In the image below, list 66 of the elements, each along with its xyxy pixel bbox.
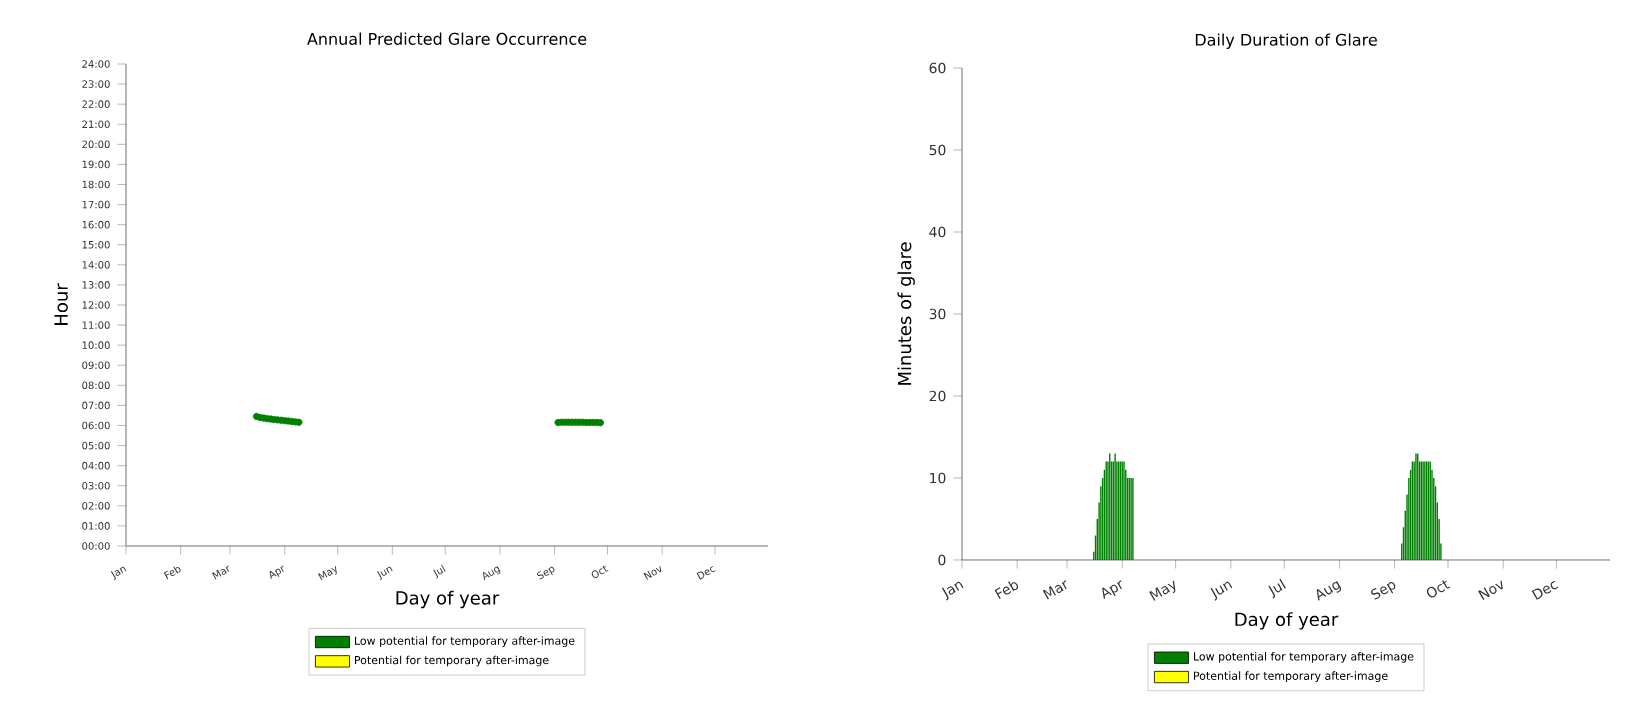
- y-tick-label: 40: [929, 226, 946, 238]
- y-tick-label: 01:00: [82, 522, 110, 530]
- y-tick-label: 20: [929, 390, 946, 402]
- y-tick-label: 03:00: [82, 481, 110, 490]
- y-tick-label: 12:00: [82, 301, 110, 309]
- x-tick-label: Jul: [433, 564, 446, 579]
- x-tick-label: Dec: [696, 566, 716, 580]
- x-tick-label: Mar: [1042, 580, 1067, 600]
- y-tick-label: 08:00: [82, 381, 110, 390]
- x-tick-label: Jun: [377, 566, 393, 581]
- y-tick-label: 50: [929, 144, 946, 156]
- y-tick-label: 02:00: [82, 502, 110, 510]
- legend-label: Low potential for temporary after-image: [355, 636, 575, 647]
- y-tick-label: 15:00: [82, 240, 110, 249]
- y-tick-label: 06:00: [82, 421, 110, 430]
- y-tick-label: 21:00: [82, 120, 110, 129]
- x-tick-label: Apr: [269, 565, 284, 580]
- y-tick-label: 19:00: [82, 160, 110, 169]
- y-tick-label: 05:00: [82, 441, 110, 450]
- y-tick-label: 13:00: [82, 281, 110, 289]
- y-tick-label: 60: [929, 62, 946, 74]
- x-tick-label: May: [318, 565, 337, 581]
- x-tick-label: Feb: [994, 581, 1019, 600]
- x-axis-title: Day of year: [396, 590, 500, 609]
- y-tick-label: 04:00: [82, 461, 110, 470]
- x-tick-label: Sep: [537, 566, 555, 580]
- x-tick-label: May: [1149, 580, 1176, 601]
- chart-title: Annual Predicted Glare Occurrence: [307, 32, 587, 45]
- x-tick-label: Nov: [1478, 580, 1503, 600]
- y-tick-label: 00:00: [82, 542, 110, 550]
- y-tick-label: 16:00: [82, 220, 110, 229]
- y-tick-label: 18:00: [82, 180, 110, 189]
- y-tick-label: 07:00: [82, 401, 110, 410]
- y-axis-title: Minutes of glare: [897, 242, 915, 385]
- y-tick-label: 22:00: [82, 100, 110, 108]
- y-tick-label: 14:00: [82, 261, 110, 269]
- y-tick-label: 30: [929, 308, 946, 320]
- legend-label: Potential for temporary after-image: [1194, 671, 1388, 683]
- legend-label: Low potential for temporary after-image: [1194, 652, 1414, 663]
- y-tick-label: 09:00: [82, 361, 110, 370]
- x-tick-label: Jan: [941, 581, 964, 601]
- x-tick-label: Dec: [1531, 581, 1559, 600]
- x-axis-title: Day of year: [1235, 612, 1339, 630]
- x-tick-label: Jun: [1210, 581, 1233, 601]
- x-tick-label: Oct: [1426, 580, 1451, 598]
- x-tick-label: Apr: [1102, 580, 1122, 600]
- x-tick-label: Jul: [1268, 578, 1286, 599]
- x-tick-label: Oct: [591, 565, 609, 578]
- x-tick-label: Nov: [643, 565, 662, 580]
- y-axis-title: Hour: [54, 283, 68, 325]
- x-tick-label: Aug: [1316, 581, 1342, 601]
- y-tick-label: 24:00: [82, 60, 110, 68]
- y-tick-label: 10: [930, 472, 946, 484]
- y-tick-label: 17:00: [82, 200, 110, 209]
- chart-title: Daily Duration of Glare: [1195, 33, 1377, 49]
- y-tick-label: 10:00: [82, 341, 110, 349]
- y-tick-label: 23:00: [82, 80, 110, 88]
- x-tick-label: Jan: [110, 566, 127, 581]
- y-tick-label: 11:00: [82, 321, 110, 329]
- y-tick-label: 0: [938, 554, 946, 566]
- y-tick-label: 20:00: [82, 140, 110, 149]
- x-tick-label: Feb: [163, 566, 181, 580]
- x-tick-label: Aug: [482, 566, 501, 581]
- legend-label: Potential for temporary after-image: [355, 655, 549, 667]
- x-tick-label: Mar: [212, 565, 230, 580]
- x-tick-label: Sep: [1371, 581, 1396, 600]
